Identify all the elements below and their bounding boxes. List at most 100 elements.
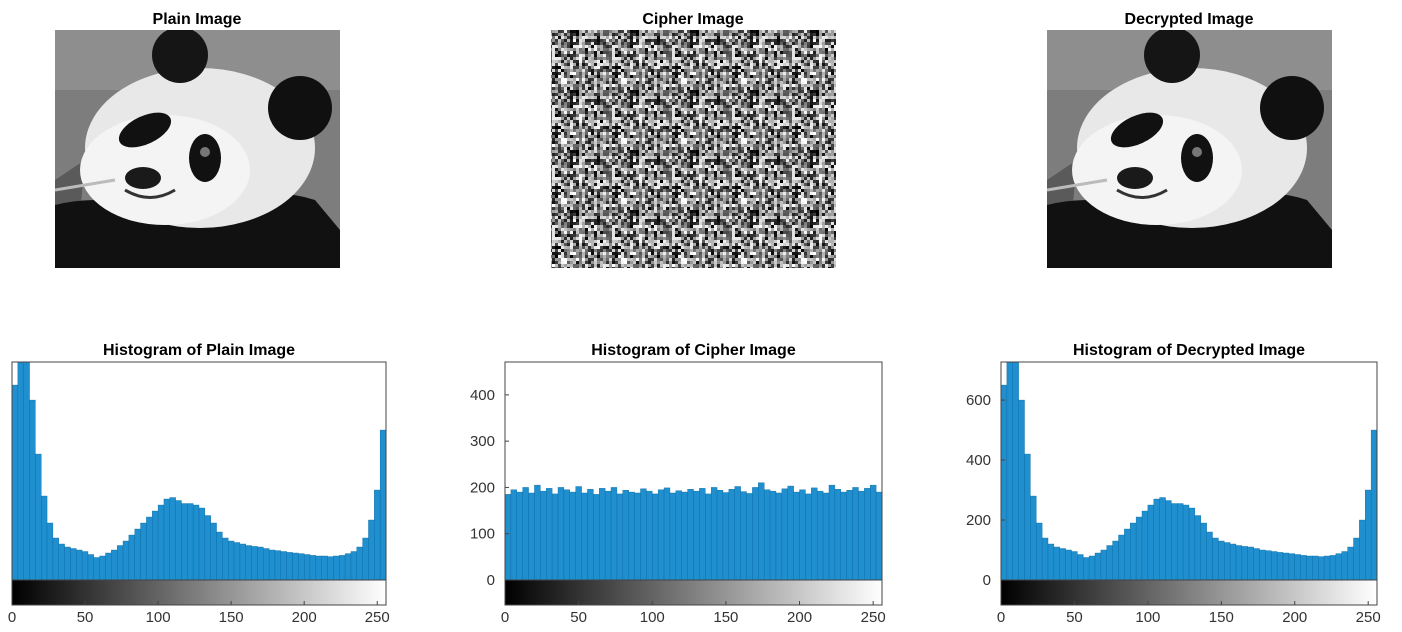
plain-image-panel: Plain Image xyxy=(55,11,340,268)
bars xyxy=(1001,362,1377,580)
bar xyxy=(663,487,671,580)
image-title: Decrypted Image xyxy=(1125,11,1254,28)
bar xyxy=(239,543,246,580)
decrypted-image xyxy=(1047,30,1332,268)
bar xyxy=(675,490,682,580)
bar xyxy=(1188,507,1196,580)
bar xyxy=(152,510,159,580)
bar xyxy=(187,503,194,580)
bar xyxy=(1024,453,1031,580)
bar xyxy=(298,553,305,580)
bar xyxy=(864,488,871,580)
bar xyxy=(628,491,635,580)
bar xyxy=(1318,556,1325,580)
x-tick-label: 50 xyxy=(1066,609,1083,626)
cipher-image-panel: Cipher Image xyxy=(551,11,836,268)
bar xyxy=(1059,548,1066,580)
bar xyxy=(593,494,600,580)
bar xyxy=(379,429,386,580)
bar xyxy=(1282,552,1290,580)
bars xyxy=(505,482,882,580)
bar xyxy=(1153,498,1160,580)
bar xyxy=(722,492,730,580)
bar xyxy=(734,486,741,580)
bar xyxy=(758,482,765,580)
bar xyxy=(23,362,30,580)
bar xyxy=(1312,555,1319,580)
bar xyxy=(1365,489,1372,580)
bar xyxy=(1329,555,1337,580)
bar xyxy=(1141,510,1149,580)
bar xyxy=(769,490,777,580)
bar xyxy=(693,490,700,580)
image-title: Cipher Image xyxy=(642,11,743,28)
y-tick-label: 600 xyxy=(966,392,991,409)
colorbar xyxy=(1000,579,1378,606)
bar xyxy=(175,500,182,580)
bar xyxy=(1271,551,1278,580)
colorbar xyxy=(504,579,883,606)
bar xyxy=(52,537,59,580)
bar xyxy=(1053,546,1060,580)
bar xyxy=(93,557,100,580)
bar xyxy=(752,487,759,580)
bar xyxy=(1347,546,1354,580)
cipher-image xyxy=(551,30,836,268)
bar xyxy=(1224,542,1231,580)
x-tick-label: 200 xyxy=(1282,609,1307,626)
bar xyxy=(1118,534,1125,580)
bar xyxy=(557,487,565,580)
bar xyxy=(1030,495,1037,580)
bar xyxy=(510,489,517,580)
bar xyxy=(852,487,859,580)
bar xyxy=(222,537,229,580)
bar xyxy=(356,546,363,580)
bar xyxy=(1165,500,1172,580)
bar xyxy=(169,497,176,580)
bar xyxy=(280,551,287,580)
bar xyxy=(1112,540,1119,580)
bar xyxy=(1100,549,1107,580)
decrypted-image-panel: Decrypted Image xyxy=(1047,11,1332,268)
y-tick-label: 200 xyxy=(966,512,991,529)
bar xyxy=(669,492,677,580)
bar xyxy=(315,555,322,580)
bar xyxy=(58,543,65,580)
bar xyxy=(35,453,42,580)
bar xyxy=(687,489,694,580)
bar xyxy=(292,552,299,580)
bar xyxy=(64,546,71,580)
bar xyxy=(1135,516,1143,580)
bar xyxy=(616,493,624,580)
bar xyxy=(840,491,847,580)
bar xyxy=(233,542,241,580)
y-tick-label: 400 xyxy=(966,452,991,469)
bar xyxy=(805,493,812,580)
bar xyxy=(681,491,688,580)
plain-image xyxy=(55,30,340,268)
bar xyxy=(522,487,529,580)
image-title: Plain Image xyxy=(153,11,242,28)
bar xyxy=(1094,552,1102,580)
bar xyxy=(817,490,824,580)
bar xyxy=(563,489,570,580)
bar xyxy=(828,484,836,580)
bar xyxy=(1083,557,1090,580)
bar xyxy=(81,551,89,580)
y-tick-label: 0 xyxy=(983,572,991,589)
bar xyxy=(122,540,130,580)
bar xyxy=(610,487,618,580)
bar xyxy=(344,553,352,580)
bar xyxy=(775,492,783,580)
bar xyxy=(793,491,800,580)
bars xyxy=(12,362,386,580)
bar xyxy=(157,504,165,580)
bar xyxy=(1323,555,1331,580)
bar xyxy=(1006,362,1013,580)
bar xyxy=(1235,545,1243,580)
bar xyxy=(652,493,659,580)
bar xyxy=(1359,519,1366,580)
bar xyxy=(12,384,19,580)
bar xyxy=(198,507,206,580)
